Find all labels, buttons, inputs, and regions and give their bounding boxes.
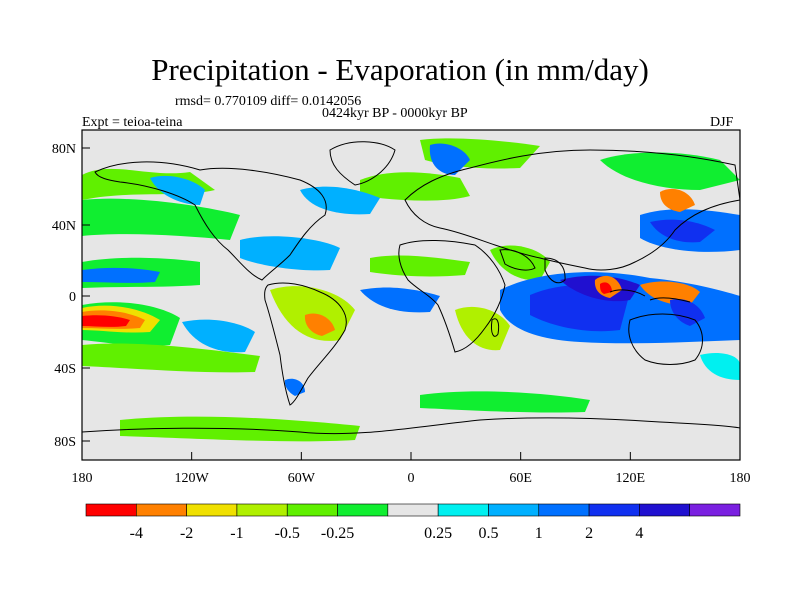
colorbar-swatch	[286, 503, 338, 517]
lon-tick-label: 60W	[288, 471, 316, 486]
coastline-africa	[398, 239, 506, 353]
colorbar-swatch	[236, 503, 288, 517]
colorbar-swatch	[588, 503, 640, 517]
contour-region	[640, 281, 700, 306]
coastline-eurasia	[404, 149, 740, 271]
lon-tick-label: 0	[408, 471, 415, 486]
contour-region	[182, 319, 255, 353]
contour-region	[600, 282, 612, 294]
coastline-north-america	[94, 161, 327, 281]
coastline-indonesia	[609, 289, 691, 303]
contour-region	[370, 255, 470, 277]
colorbar-swatch	[186, 503, 238, 517]
contour-region	[150, 175, 205, 205]
colorbar-swatch	[85, 503, 137, 517]
map-title: Precipitation - Evaporation (in mm/day)	[151, 52, 649, 87]
lon-tick-label: 180	[730, 471, 751, 486]
colorbar-label: -4	[130, 525, 143, 542]
colorbar-label: -2	[180, 525, 193, 542]
coastline-south-america	[264, 282, 347, 406]
lon-tick-label: 120E	[616, 471, 646, 486]
coastline-arabia-india	[499, 249, 566, 284]
colorbar-label: 0.25	[424, 525, 452, 542]
lat-tick-label: 80S	[54, 435, 76, 450]
contour-region	[360, 287, 440, 313]
contour-region	[82, 315, 130, 327]
coastline-antarctica	[82, 417, 740, 435]
longitude-axis: 180 120W 60W 0 60E 120E 180	[72, 452, 751, 486]
contour-region	[82, 343, 260, 373]
contour-region	[490, 245, 550, 281]
contour-region	[240, 236, 340, 271]
latitude-axis: 80N 40N 0 40S 80S	[52, 142, 90, 450]
colorbar-label: 4	[635, 525, 643, 542]
colorbar-swatch	[136, 503, 187, 517]
contour-region	[360, 172, 470, 201]
lon-tick-label: 180	[72, 471, 93, 486]
contour-region	[304, 313, 335, 336]
colorbar-swatch	[538, 503, 590, 517]
rmsd-diff-text: rmsd= 0.770109 diff= 0.0142056	[175, 94, 362, 109]
period-text: 0424kyr BP - 0000kyr BP	[322, 106, 468, 121]
contour-region	[300, 186, 380, 215]
colorbar-swatch	[387, 503, 439, 517]
lon-tick-label: 120W	[175, 471, 210, 486]
contour-region	[455, 306, 510, 351]
colorbar-swatch	[689, 503, 741, 517]
colorbar-label: 1	[535, 525, 543, 542]
contour-region	[82, 198, 240, 240]
coastlines	[82, 141, 740, 435]
contour-region	[660, 188, 695, 212]
contour-region	[650, 219, 715, 243]
lon-tick-label: 60E	[509, 471, 532, 486]
lat-tick-label: 0	[69, 290, 76, 305]
colorbar-label: 0.5	[478, 525, 498, 542]
colorbar-labels: -4 -2 -1 -0.5 -0.25 0.25 0.5 1 2 4	[130, 525, 644, 542]
map-field	[82, 130, 740, 460]
experiment-label: Expt = teioa-teina	[82, 115, 183, 130]
colorbar-swatch	[639, 503, 690, 517]
colorbar-label: 2	[585, 525, 593, 542]
coastline-australia	[628, 313, 703, 365]
lat-tick-label: 40N	[52, 219, 76, 234]
colorbar-swatch	[437, 503, 489, 517]
contour-region	[600, 152, 740, 190]
lat-tick-label: 80N	[52, 142, 76, 157]
colorbar-label: -1	[230, 525, 243, 542]
colorbar	[85, 503, 741, 517]
coastline-madagascar	[491, 318, 500, 337]
contour-region	[670, 298, 705, 326]
colorbar-swatch	[337, 503, 389, 517]
colorbar-swatch	[488, 503, 540, 517]
contour-region	[82, 267, 160, 283]
contour-region	[429, 143, 470, 175]
coastline-greenland	[329, 141, 396, 186]
colorbar-label: -0.5	[275, 525, 300, 542]
colorbar-label: -0.25	[321, 525, 354, 542]
contour-region	[700, 353, 740, 380]
contour-region	[420, 391, 590, 413]
season-label: DJF	[710, 115, 734, 130]
lat-tick-label: 40S	[54, 362, 76, 377]
